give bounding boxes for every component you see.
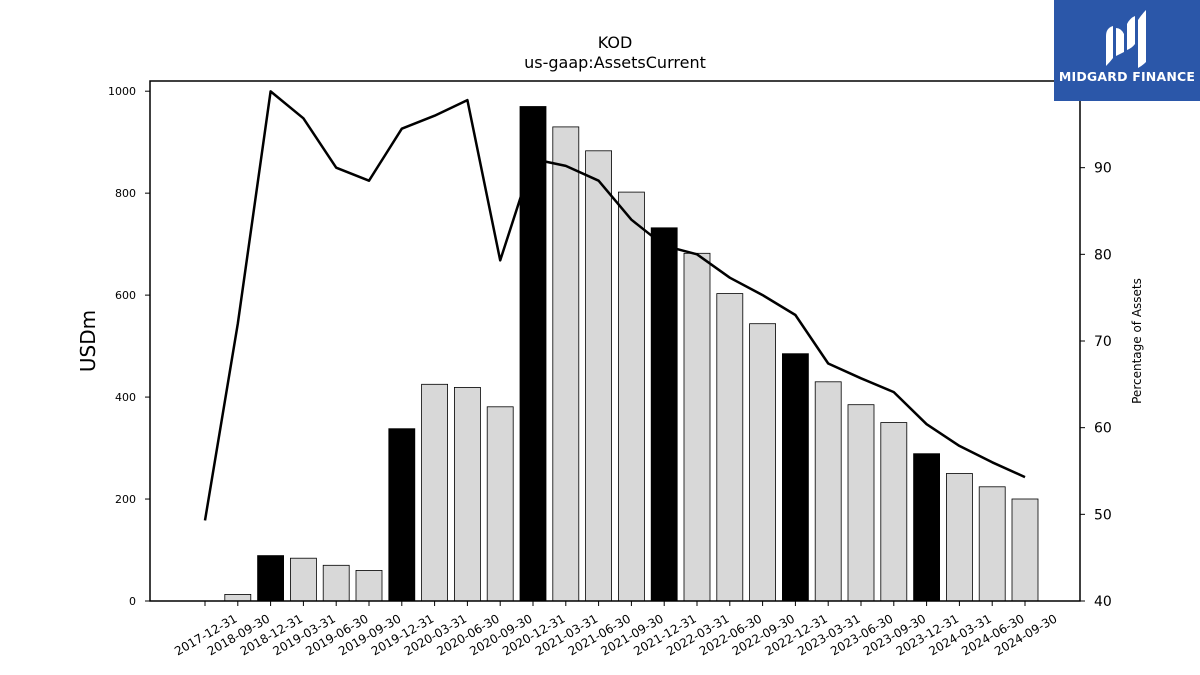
bar-2023-06-30: [847, 404, 875, 602]
plot-frame: [149, 80, 1081, 602]
bar-2020-03-31: [421, 383, 449, 602]
bar-2018-09-30: [224, 594, 252, 602]
x-axis-ticks: 2017-12-312018-09-302018-12-312019-03-31…: [172, 601, 1060, 658]
chart-subtitle: us-gaap:AssetsCurrent: [524, 53, 706, 72]
logo-mark-icon: [1106, 10, 1146, 68]
logo-text: MIDGARD FINANCE: [1058, 69, 1196, 84]
bar-2024-03-31: [946, 473, 973, 602]
bar-2018-12-31: [257, 555, 285, 602]
bar-2020-06-30: [453, 386, 481, 602]
bar-2021-09-30: [618, 191, 645, 602]
y2-tick-label: 50: [1094, 507, 1112, 523]
bar-2021-06-30: [585, 150, 612, 602]
bar-2019-03-31: [289, 557, 317, 602]
bar-2020-12-31: [519, 106, 547, 602]
midgard-finance-logo: MIDGARD FINANCE: [1054, 0, 1200, 101]
bar-2020-09-30: [486, 406, 514, 602]
y2-tick-label: 80: [1094, 247, 1112, 263]
y-tick-label: 600: [115, 289, 136, 302]
bar-2024-06-30: [978, 486, 1006, 602]
line-group: [203, 90, 1026, 521]
bar-2022-09-30: [749, 323, 776, 602]
y-axis-label: USDm: [76, 310, 100, 372]
y2-tick-label: 40: [1094, 594, 1112, 610]
bar-2019-12-31: [388, 428, 416, 602]
y-tick-label: 0: [129, 595, 136, 608]
y-tick-label: 400: [115, 391, 136, 404]
percentage-line: [203, 90, 1026, 521]
bar-2019-06-30: [322, 564, 350, 602]
bar-2023-03-31: [814, 381, 842, 602]
y-tick-label: 200: [115, 493, 136, 506]
chart-title: KOD: [598, 33, 633, 52]
y2-axis-label: Percentage of Assets: [1130, 278, 1144, 404]
y2-tick-label: 60: [1094, 421, 1112, 437]
bar-2022-03-31: [683, 252, 711, 602]
bar-2022-06-30: [716, 293, 744, 602]
y2-tick-label: 90: [1094, 161, 1112, 177]
y2-tick-label: 70: [1094, 334, 1112, 350]
bar-2021-12-31: [650, 227, 678, 602]
bar-2023-12-31: [913, 453, 940, 602]
bar-2022-12-31: [782, 353, 809, 602]
bar-2023-09-30: [880, 422, 908, 602]
left-axis-ticks: 0 200 400 600 800 1000: [108, 85, 150, 608]
bar-2024-09-30: [1011, 498, 1039, 602]
bar-2019-09-30: [355, 570, 383, 602]
y-tick-label: 1000: [108, 85, 136, 98]
bars-group: [224, 106, 1039, 602]
bar-2021-03-31: [552, 126, 580, 602]
right-axis-ticks: 40 50 60 70 80 90: [1080, 161, 1112, 610]
y-tick-label: 800: [115, 187, 136, 200]
